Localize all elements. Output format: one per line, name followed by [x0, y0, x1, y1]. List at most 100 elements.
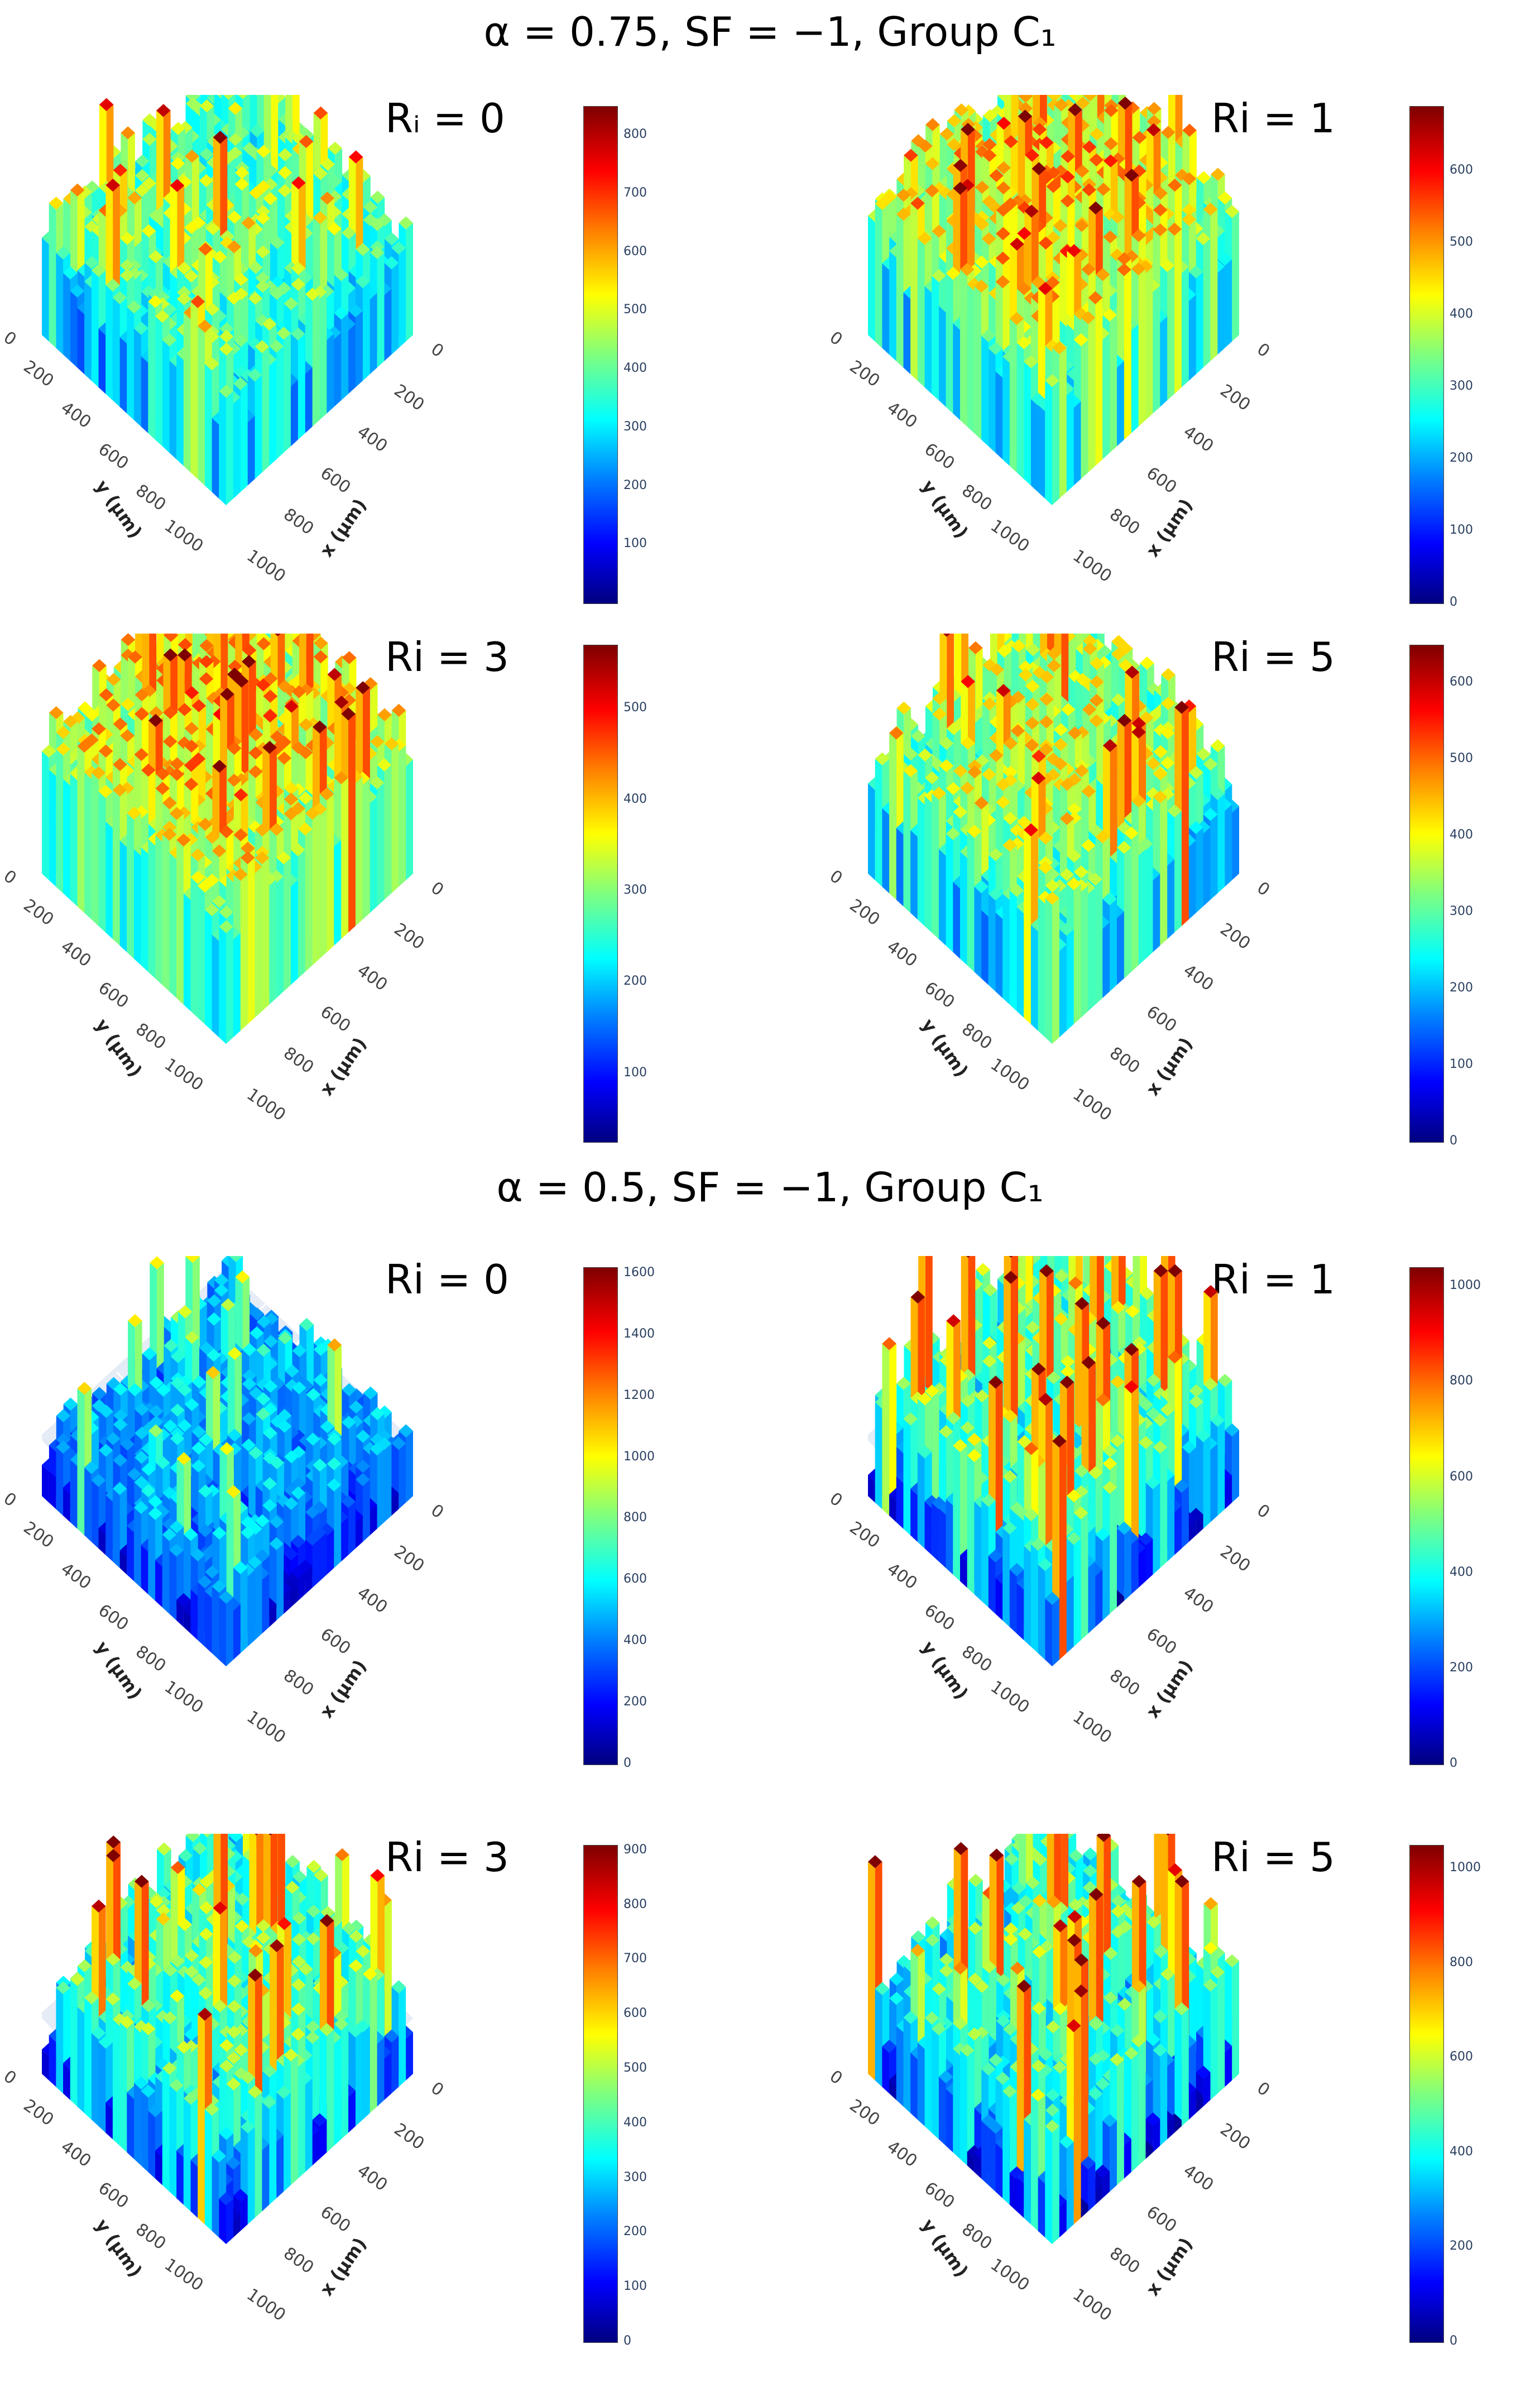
surface-column [135, 154, 150, 168]
surface-column [989, 169, 1004, 183]
surface-column [291, 176, 306, 190]
surface-column [363, 213, 378, 227]
surface-column [370, 293, 377, 375]
surface-column [247, 368, 262, 382]
surface-column [1110, 210, 1125, 224]
surface-column [199, 99, 214, 113]
surface-column [981, 232, 996, 246]
surface-column [77, 308, 85, 375]
surface-column [84, 256, 99, 270]
surface-column [1038, 282, 1053, 295]
surface-column [277, 166, 292, 179]
surface-column [113, 164, 128, 177]
surface-column [112, 298, 120, 408]
surface-column [1146, 114, 1162, 128]
surface-panel-1: Rᵢ = 0 0 0 200 200 400 400 600 600 800 800 1000 1000… [0, 95, 742, 653]
surface-column [148, 209, 164, 223]
surface-column [227, 240, 242, 253]
surface-column [292, 132, 307, 146]
surface-column [348, 324, 356, 394]
surface-column [270, 286, 284, 300]
surface-column [148, 287, 163, 301]
surface-column [1182, 213, 1196, 226]
surface-column [156, 104, 171, 117]
surface-column [284, 297, 299, 310]
surface-column [233, 334, 248, 347]
surface-column [219, 385, 233, 398]
surface-column [875, 203, 882, 348]
surface-column [213, 131, 228, 144]
surface-column [1138, 269, 1146, 427]
surface-column [70, 291, 78, 368]
surface-column [1161, 126, 1176, 139]
surface-column [1217, 266, 1225, 355]
group-title-1: α = 0.75, SF = −1, Group C₁ [483, 8, 1057, 55]
surface-column [953, 159, 968, 172]
surface-column [384, 289, 392, 361]
surface-column [120, 258, 135, 272]
surface-column [1117, 252, 1131, 266]
y-tick-label: 1000 [987, 516, 1033, 556]
surface-column [967, 284, 975, 433]
surface-column [1017, 227, 1032, 240]
surface-column [1095, 298, 1103, 466]
surface-column [1018, 109, 1033, 123]
surface-column [1117, 263, 1131, 276]
surface-column [1210, 209, 1218, 361]
surface-column [105, 178, 120, 192]
surface-column [996, 203, 1011, 217]
surface-column [255, 340, 270, 353]
surface-column [248, 186, 263, 200]
y-tick-label: 600 [921, 439, 958, 474]
y-tick-label: 0 [826, 328, 846, 350]
surface-column [882, 263, 890, 355]
surface-column [42, 237, 49, 342]
surface-column [142, 113, 157, 127]
surface-column [184, 220, 199, 234]
surface-column [1045, 380, 1052, 505]
surface-column [135, 184, 150, 197]
surface-column [981, 329, 996, 343]
surface-column [996, 161, 1011, 175]
surface-column [1131, 229, 1146, 242]
surface-column [889, 251, 896, 361]
surface-column [1103, 208, 1118, 222]
surface-column [1004, 135, 1018, 148]
surface-column [190, 295, 205, 309]
surface-column [1089, 153, 1104, 167]
surface-column [313, 167, 328, 180]
surface-column [1117, 97, 1133, 110]
surface-column [121, 634, 136, 646]
surface-column [227, 210, 242, 224]
surface-column [255, 375, 262, 480]
surface-column [1131, 262, 1146, 276]
surface-column [356, 243, 370, 256]
surface-column [982, 109, 997, 122]
surface-column [233, 365, 248, 379]
surface-column [198, 319, 212, 333]
colorbar-tick-label: 300 [623, 419, 647, 434]
surface-column [1116, 361, 1124, 447]
x-axis-label: x (µm) [1141, 495, 1197, 560]
surface-column [219, 322, 234, 335]
surface-column [223, 95, 234, 100]
surface-column [911, 134, 925, 147]
surface-column [1032, 123, 1047, 136]
surface-column [334, 332, 342, 408]
surface-column [384, 256, 399, 270]
x-tick-label: 0 [1253, 339, 1273, 362]
surface-column [277, 148, 292, 161]
surface-column [925, 157, 940, 170]
surface-column [204, 357, 219, 371]
surface-column [1146, 102, 1162, 116]
surface-column [171, 122, 185, 135]
surface-column [1182, 123, 1197, 137]
surface-column [162, 340, 170, 453]
surface-column [904, 148, 918, 162]
surface-column [276, 327, 291, 340]
surface-column [406, 223, 413, 342]
surface-column [362, 281, 370, 381]
surface-column [205, 303, 220, 316]
surface-column [56, 246, 70, 260]
